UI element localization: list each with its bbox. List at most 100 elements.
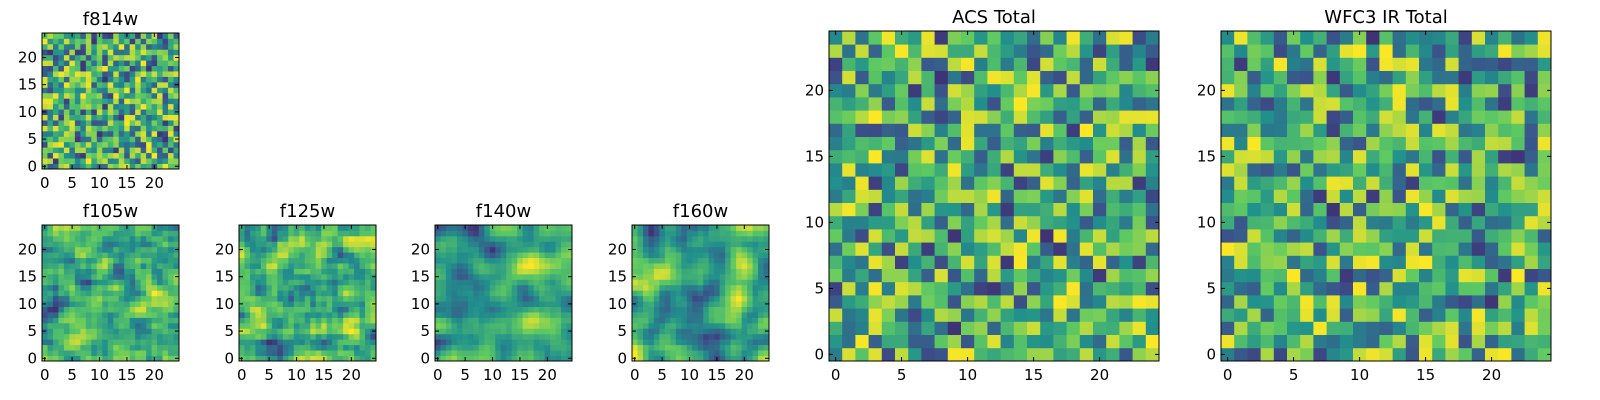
- heatmap-cell: [162, 301, 169, 307]
- heatmap-cell: [908, 321, 922, 335]
- heatmap-cell: [642, 306, 649, 313]
- heatmap-cell: [151, 322, 158, 329]
- heatmap-cell: [42, 350, 48, 356]
- heatmap-cell: [1287, 308, 1301, 322]
- heatmap-cell: [544, 350, 551, 356]
- heatmap-cell: [157, 103, 163, 110]
- heatmap-cell: [52, 230, 59, 237]
- heatmap-cell: [293, 235, 300, 242]
- heatmap-cell: [52, 355, 59, 362]
- heatmap-cell: [895, 176, 909, 190]
- heatmap-cell: [555, 284, 562, 291]
- heatmap-cell: [102, 328, 109, 335]
- heatmap-cell: [1458, 268, 1473, 283]
- heatmap-cell: [244, 333, 251, 340]
- heatmap-cell: [1000, 308, 1015, 322]
- heatmap-cell: [1339, 149, 1354, 164]
- heatmap-cell: [1445, 163, 1459, 177]
- heatmap-cell: [1511, 281, 1525, 296]
- heatmap-cell: [365, 235, 371, 242]
- heatmap-cell: [1511, 97, 1525, 111]
- heatmap-cell: [632, 350, 638, 356]
- heatmap-cell: [1000, 334, 1015, 349]
- heatmap-cell: [947, 308, 962, 322]
- heatmap-cell: [868, 255, 883, 269]
- heatmap-cell: [168, 328, 174, 335]
- heatmap-cell: [69, 235, 76, 242]
- heatmap-cell: [157, 38, 163, 45]
- heatmap-cell: [118, 120, 125, 126]
- heatmap-cell: [659, 235, 666, 242]
- heatmap-cell: [1000, 347, 1015, 362]
- heatmap-cell: [533, 317, 540, 324]
- heatmap-cell: [692, 312, 699, 318]
- heatmap-cell: [1458, 31, 1473, 45]
- heatmap-cell: [1119, 202, 1133, 217]
- heatmap-cell: [1066, 281, 1081, 296]
- heatmap-cell: [74, 273, 81, 280]
- heatmap-cell: [1260, 149, 1275, 164]
- heatmap-cell: [304, 339, 311, 346]
- x-tick-label: 20: [1090, 366, 1109, 384]
- heatmap-cell: [1287, 136, 1301, 151]
- heatmap-cell: [921, 70, 935, 85]
- heatmap-cell: [747, 322, 753, 329]
- heatmap-cell: [42, 114, 48, 121]
- heatmap-cell: [80, 317, 87, 324]
- heatmap-cell: [277, 355, 284, 362]
- heatmap-cell: [1273, 110, 1288, 124]
- heatmap-cell: [1537, 202, 1552, 217]
- y-tick-label: 10: [608, 295, 627, 313]
- heatmap-cell: [456, 252, 463, 259]
- heatmap-cell: [47, 235, 54, 242]
- heatmap-cell: [80, 76, 87, 83]
- heatmap-cell: [467, 246, 474, 253]
- x-tick-label: 10: [90, 366, 109, 384]
- heatmap-cell: [91, 98, 98, 105]
- heatmap-cell: [675, 268, 682, 275]
- heatmap-cell: [1145, 321, 1160, 335]
- heatmap-cell: [528, 257, 535, 264]
- heatmap-cell: [239, 317, 245, 324]
- heatmap-cell: [168, 65, 174, 72]
- heatmap-cell: [1106, 163, 1120, 177]
- heatmap-cell: [348, 257, 355, 264]
- heatmap-cell: [304, 252, 311, 259]
- heatmap-cell: [1066, 308, 1081, 322]
- heatmap-cell: [91, 163, 98, 170]
- heatmap-cell: [288, 284, 295, 291]
- heatmap-cell: [1132, 308, 1147, 322]
- heatmap-cell: [58, 301, 65, 307]
- heatmap-cell: [288, 301, 295, 307]
- heatmap-cell: [506, 333, 513, 340]
- heatmap-cell: [52, 268, 59, 275]
- heatmap-cell: [708, 312, 715, 318]
- heatmap-cell: [855, 255, 869, 269]
- heatmap-cell: [670, 301, 677, 307]
- heatmap-cell: [1066, 149, 1081, 164]
- heatmap-cell: [692, 333, 699, 340]
- heatmap-cell: [63, 284, 70, 291]
- heatmap-cell: [1053, 123, 1067, 137]
- heatmap-cell: [102, 81, 109, 88]
- heatmap-cell: [113, 120, 120, 126]
- heatmap-cell: [1066, 321, 1081, 335]
- heatmap-cell: [255, 284, 262, 291]
- heatmap-cell: [736, 257, 742, 264]
- heatmap-cell: [763, 295, 770, 302]
- heatmap-cell: [282, 312, 289, 318]
- heatmap-cell: [1326, 334, 1341, 349]
- heatmap-cell: [522, 273, 529, 280]
- heatmap-cell: [370, 290, 377, 297]
- heatmap-cell: [1511, 110, 1525, 124]
- heatmap-cell: [947, 347, 962, 362]
- heatmap-cell: [58, 76, 65, 83]
- heatmap-cell: [107, 120, 114, 126]
- heatmap-cell: [445, 355, 452, 362]
- heatmap-cell: [1000, 149, 1015, 164]
- heatmap-cell: [151, 98, 158, 105]
- heatmap-cell: [102, 125, 109, 132]
- heatmap-cell: [348, 290, 355, 297]
- heatmap-cell: [354, 306, 360, 313]
- heatmap-cell: [478, 246, 485, 253]
